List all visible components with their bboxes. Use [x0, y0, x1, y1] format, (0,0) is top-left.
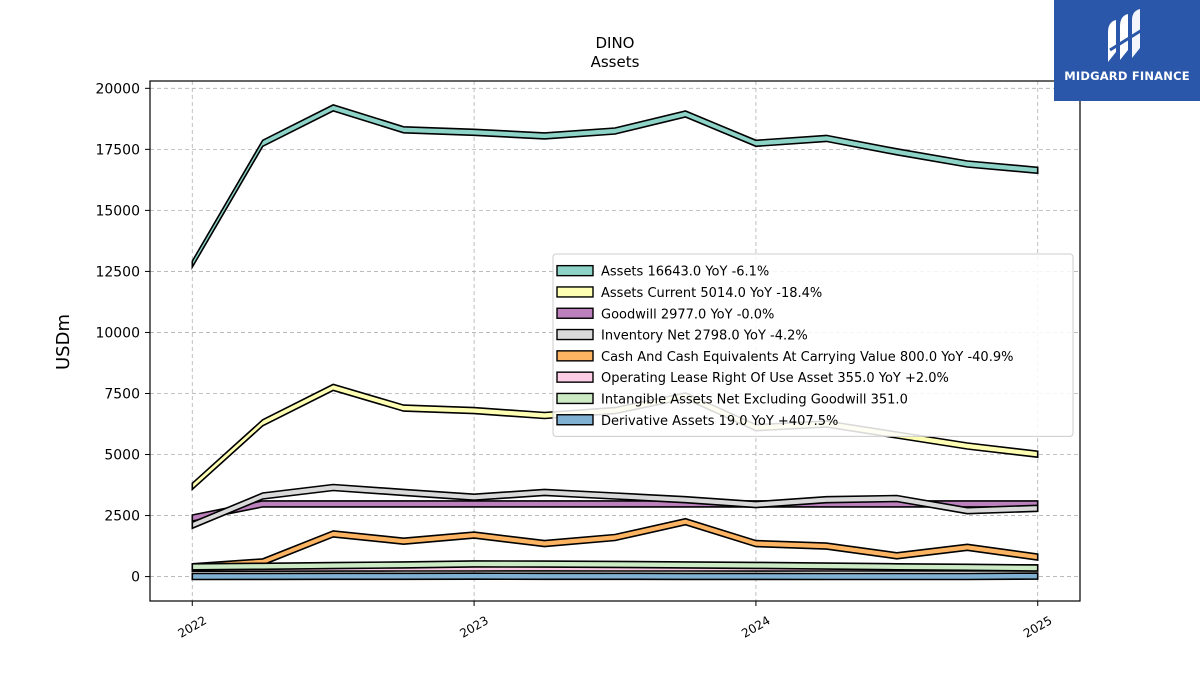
x-tick-label-1: 2023: [457, 613, 490, 640]
y-axis-label: USDm: [53, 314, 74, 370]
y-tick-label-4: 10000: [95, 325, 140, 341]
logo-text: MIDGARD FINANCE: [1064, 69, 1190, 83]
y-tick-label-8: 20000: [95, 81, 140, 97]
legend-entry-5: Operating Lease Right Of Use Asset 355.0…: [601, 371, 949, 386]
legend-entry-4: Cash And Cash Equivalents At Carrying Va…: [601, 350, 1013, 365]
series-band-7: [191, 572, 1039, 581]
y-tick-label-2: 5000: [104, 448, 140, 464]
y-tick-label-5: 12500: [95, 264, 140, 280]
legend-swatch-5: [556, 371, 594, 383]
legend-entry-7: Derivative Assets 19.0 YoY +407.5%: [601, 414, 838, 429]
series-band-0: [191, 104, 1039, 271]
legend-entry-3: Inventory Net 2798.0 YoY -4.2%: [601, 329, 808, 344]
legend-box: [552, 253, 1074, 437]
legend-entry-2: Goodwill 2977.0 YoY -0.0%: [601, 307, 774, 322]
legend-swatch-3: [556, 328, 594, 341]
legend-entry-6: Intangible Assets Net Excluding Goodwill…: [601, 392, 908, 407]
x-tick-label-0: 2022: [176, 613, 209, 640]
midgard-finance-logo: MIDGARD FINANCE: [1054, 0, 1200, 101]
legend-swatch-4: [556, 350, 594, 362]
legend-entry-1: Assets Current 5014.0 YoY -18.4%: [601, 286, 822, 301]
legend-swatch-0: [556, 264, 594, 277]
series-layer: [191, 104, 1039, 581]
y-tick-label-3: 7500: [104, 386, 140, 402]
midgard-logo-icon: [1108, 9, 1143, 62]
plot-frame: [149, 80, 1081, 602]
series-band-3: [191, 483, 1039, 530]
legend-swatch-2: [556, 307, 594, 319]
y-tick-label-7: 17500: [95, 142, 140, 158]
series-band-4: [191, 517, 1039, 571]
axis-ticks: 0 2500 5000 7500 10000 12500 15000 17500 20000 20…: [95, 81, 1054, 640]
legend-swatch-6: [556, 392, 594, 405]
chart-subtitle: Assets: [591, 53, 640, 71]
series-band-1: [191, 383, 1039, 492]
legend: Assets 16643.0 YoY -6.1% Assets Current 5…: [552, 253, 1074, 437]
y-tick-label-6: 15000: [95, 203, 140, 219]
chart-title: DINO: [595, 34, 634, 52]
legend-swatch-7: [556, 414, 594, 426]
y-tick-label-0: 0: [131, 570, 140, 586]
x-tick-label-2: 2024: [739, 613, 772, 640]
legend-swatch-1: [556, 286, 594, 298]
x-tick-label-3: 2025: [1021, 613, 1054, 640]
legend-entry-0: Assets 16643.0 YoY -6.1%: [601, 265, 769, 280]
y-tick-label-1: 2500: [104, 509, 140, 525]
series-band-6: [191, 560, 1039, 572]
